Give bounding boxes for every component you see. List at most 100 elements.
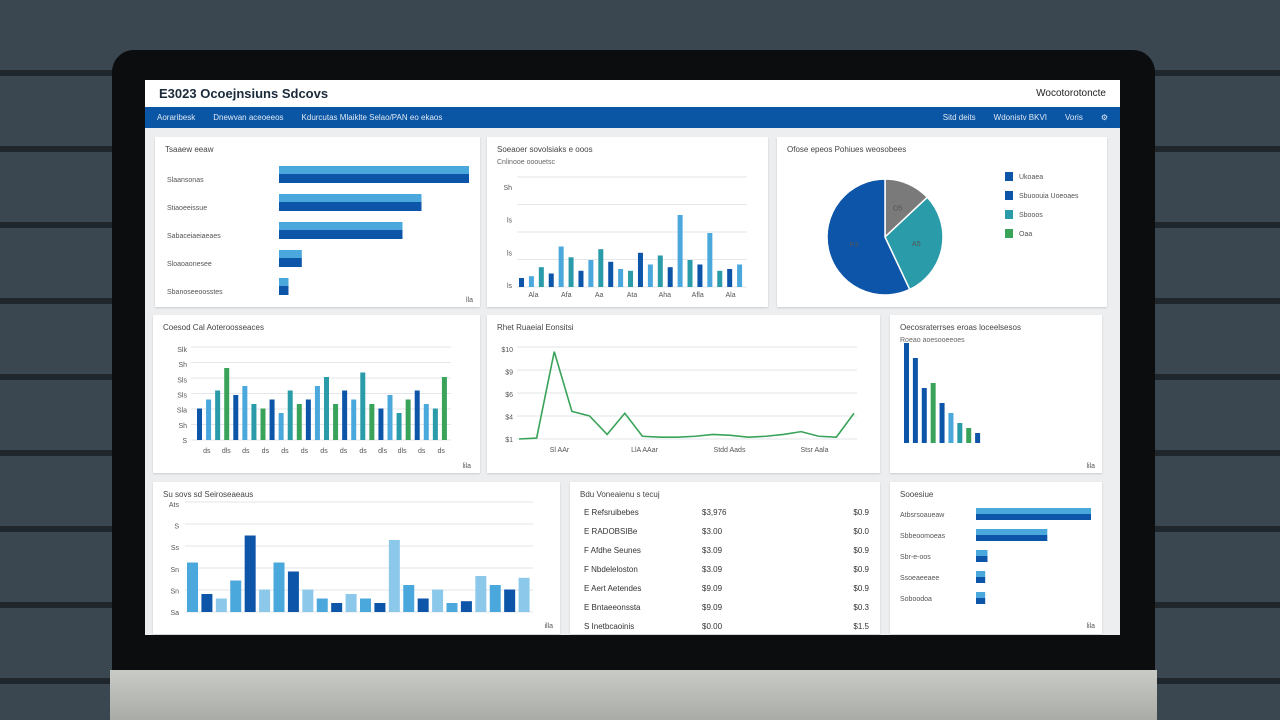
nav-item[interactable]: Sitd deits: [942, 113, 976, 122]
table-cell: $9.09: [702, 603, 723, 612]
category-label: Sbanoseeoosstes: [167, 289, 223, 296]
panel-table: Bdu Voneaienu s tecuj E Refsruibebes $3,97…: [570, 482, 880, 634]
panel-line-chart: Rhet Ruaeial Eonsitsi $10 $9 $6 $4 $1 Sl AAr Ll…: [487, 315, 880, 473]
chart-svg: lila: [904, 343, 1095, 470]
y-tick-label: $6: [505, 392, 513, 399]
bar: [331, 603, 343, 612]
x-tick-label: LlA AAar: [631, 447, 659, 454]
x-tick-label: Aha: [659, 292, 672, 299]
bar: [374, 603, 386, 612]
table-row[interactable]: E RADOBSIBe $3.00 $0.0: [584, 527, 869, 536]
bar: [578, 270, 584, 287]
table-row[interactable]: F Nbdeleloston $3.09 $0.9: [584, 565, 869, 574]
bar: [912, 358, 918, 443]
table-cell: E Aert Aetendes: [584, 584, 642, 593]
chart-svg: Ats S Ss Sn Sn Sa illa: [169, 501, 553, 630]
x-tick-label: Stsr Aala: [800, 447, 828, 454]
bar: [314, 386, 320, 440]
y-tick-label: Sls: [177, 377, 187, 384]
panel-footer: lila: [462, 463, 471, 470]
bar: [628, 270, 634, 287]
category-label: Stiaoeeissue: [167, 205, 207, 212]
bar: [233, 395, 239, 440]
bar: [460, 601, 472, 612]
bar: [976, 535, 1048, 541]
nav-item[interactable]: Aoraribesk: [157, 113, 196, 122]
nav-item[interactable]: Wdonistv BKVI: [993, 113, 1048, 122]
nav-item[interactable]: Kdurcutas Mlaiklte Selao/PAN eo ekaos: [301, 113, 443, 122]
table-row[interactable]: E Bntaeeonssta $9.09 $0.3: [584, 603, 869, 612]
y-tick-label: Sa: [170, 610, 179, 617]
x-tick-label: Stdd Aads: [714, 447, 746, 454]
table-row[interactable]: E Aert Aetendes $9.09 $0.9: [584, 584, 869, 593]
category-label: Sbbeoomoeas: [900, 533, 946, 540]
category-label: Ssoeaeeaee: [900, 575, 939, 582]
y-tick-label: S: [182, 438, 187, 445]
y-tick-label: S: [174, 524, 179, 531]
y-tick-label: Sh: [503, 185, 512, 192]
table-cell: F Afdhe Seunes: [584, 546, 641, 555]
bar: [279, 166, 469, 174]
panel-footer: illa: [544, 623, 553, 630]
bar: [273, 562, 285, 612]
x-tick-label: ds: [359, 448, 367, 455]
category-label: Slaansonas: [167, 177, 204, 184]
panel-title: Tsaaew eeaw: [165, 145, 214, 154]
table-cell: $3.09: [702, 546, 723, 555]
bar: [687, 260, 693, 287]
table-cell: F Nbdeleloston: [584, 565, 638, 574]
app-title: E3023 Ocoejnsiuns Sdcovs: [159, 86, 329, 101]
bar: [360, 598, 371, 612]
chart-svg: Sh ls ls ls Ala Afa Aa Ata Aha Afla Ala: [503, 176, 747, 299]
bar: [201, 594, 213, 612]
panel-column-chart-2: Su sovs sd Seiroseaeaus Ats S Ss Sn Sn Sa illa: [153, 482, 560, 634]
table-cell: $0.9: [853, 584, 869, 593]
bar: [647, 264, 653, 287]
x-tick-label: Ala: [528, 292, 538, 299]
y-tick-label: ls: [507, 218, 513, 225]
legend-swatch: [1005, 172, 1013, 181]
bar: [976, 598, 986, 604]
y-tick-label: Sn: [170, 588, 179, 595]
bar: [396, 413, 402, 440]
bar: [405, 399, 411, 440]
legend-swatch: [1005, 210, 1013, 219]
y-tick-label: Ats: [169, 502, 180, 509]
table-row[interactable]: F Afdhe Seunes $3.09 $0.9: [584, 546, 869, 555]
chart-svg: $10 $9 $6 $4 $1 Sl AAr LlA AAar Stdd Aads Stsr A…: [501, 346, 857, 454]
user-menu[interactable]: Wocotorotoncte: [1036, 88, 1106, 99]
panel-horizontal-bars-2: Sooesiue Atbsrsoaueaw Sbbeoomoeas Sbr-e-oos…: [890, 482, 1102, 634]
bar: [345, 594, 357, 612]
table-cell: $9.09: [702, 584, 723, 593]
y-tick-label: Sla: [177, 408, 187, 415]
nav-item[interactable]: Dnewvan aceoeeos: [213, 113, 284, 122]
table-cell: E RADOBSIBe: [584, 527, 638, 536]
panel-title: Sooesiue: [900, 490, 934, 499]
table-row[interactable]: E Refsruibebes $3,976 $0.9: [584, 508, 869, 517]
table-cell: E Bntaeeonssta: [584, 603, 641, 612]
chart-svg: O5 A5 P3 Ukoaea Sbuoouia Uoeoaes Sbooos Oaa: [826, 172, 1079, 296]
panel-title: Coesod Cal Aoteroosseaces: [163, 323, 264, 332]
table-row[interactable]: S Inetbcaoinis $0.00 $1.5: [584, 622, 869, 631]
table-cell: $0.3: [853, 603, 869, 612]
legend-label: Sbooos: [1019, 212, 1043, 219]
nav-item[interactable]: Voris: [1065, 113, 1083, 122]
category-label: Sabaceiaeiaeaes: [167, 233, 221, 240]
panel-small-columns: Oecosraterrses eroas loceelsesos Roeao a…: [890, 315, 1102, 473]
bar: [489, 585, 501, 612]
table-cell: S Inetbcaoinis: [584, 622, 635, 631]
bar: [707, 233, 713, 287]
bar: [287, 571, 299, 612]
table-cell: E Refsruibebes: [584, 508, 639, 517]
panel-title: Bdu Voneaienu s tecuj: [580, 490, 660, 499]
bar: [403, 585, 415, 612]
bar: [446, 603, 458, 612]
gear-icon[interactable]: ⚙: [1100, 113, 1108, 122]
bar: [187, 562, 198, 612]
bar: [206, 399, 212, 440]
bar: [618, 269, 624, 287]
bar: [230, 580, 242, 612]
bar: [279, 222, 403, 230]
bar: [518, 577, 530, 612]
category-label: Atbsrsoaueaw: [900, 512, 945, 519]
